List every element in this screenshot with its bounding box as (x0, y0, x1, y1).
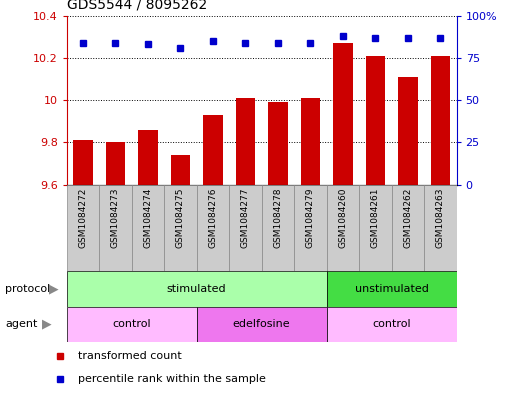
Text: GSM1084279: GSM1084279 (306, 187, 315, 248)
Bar (67, 307, 196, 342)
Text: GSM1084263: GSM1084263 (436, 187, 445, 248)
Bar (366, 56, 385, 185)
Bar (327, 185, 359, 271)
Bar (196, 185, 229, 271)
Text: GSM1084261: GSM1084261 (371, 187, 380, 248)
Bar (196, 307, 327, 342)
Text: GSM1084278: GSM1084278 (273, 187, 282, 248)
Bar (99, 185, 132, 271)
Text: GSM1084276: GSM1084276 (208, 187, 218, 248)
Text: GSM1084275: GSM1084275 (176, 187, 185, 248)
Text: transformed count: transformed count (78, 351, 182, 361)
Bar (398, 77, 418, 185)
Bar (391, 185, 424, 271)
Text: control: control (112, 319, 151, 329)
Text: edelfosine: edelfosine (233, 319, 290, 329)
Bar (268, 102, 288, 185)
Text: GSM1084262: GSM1084262 (403, 187, 412, 248)
Text: GSM1084277: GSM1084277 (241, 187, 250, 248)
Bar (67, 185, 99, 271)
Bar (132, 185, 164, 271)
Bar (203, 115, 223, 185)
Text: GSM1084273: GSM1084273 (111, 187, 120, 248)
Bar (294, 185, 327, 271)
Text: ▶: ▶ (42, 318, 52, 331)
Bar (229, 185, 262, 271)
Bar (424, 185, 457, 271)
Bar (327, 307, 457, 342)
Bar (73, 140, 93, 185)
Bar (171, 155, 190, 185)
Bar (67, 271, 327, 307)
Bar (327, 271, 457, 307)
Text: control: control (372, 319, 411, 329)
Text: unstimulated: unstimulated (354, 284, 428, 294)
Text: GSM1084274: GSM1084274 (144, 187, 152, 248)
Bar (359, 185, 391, 271)
Bar (106, 143, 125, 185)
Bar (164, 185, 196, 271)
Bar (262, 185, 294, 271)
Text: GSM1084260: GSM1084260 (339, 187, 347, 248)
Text: GSM1084272: GSM1084272 (78, 187, 87, 248)
Bar (430, 56, 450, 185)
Text: protocol: protocol (5, 284, 50, 294)
Text: stimulated: stimulated (167, 284, 226, 294)
Bar (301, 98, 320, 185)
Text: percentile rank within the sample: percentile rank within the sample (78, 374, 266, 384)
Text: agent: agent (5, 319, 37, 329)
Bar (138, 130, 157, 185)
Text: ▶: ▶ (49, 282, 58, 296)
Bar (235, 98, 255, 185)
Text: GDS5544 / 8095262: GDS5544 / 8095262 (67, 0, 207, 12)
Bar (333, 43, 352, 185)
